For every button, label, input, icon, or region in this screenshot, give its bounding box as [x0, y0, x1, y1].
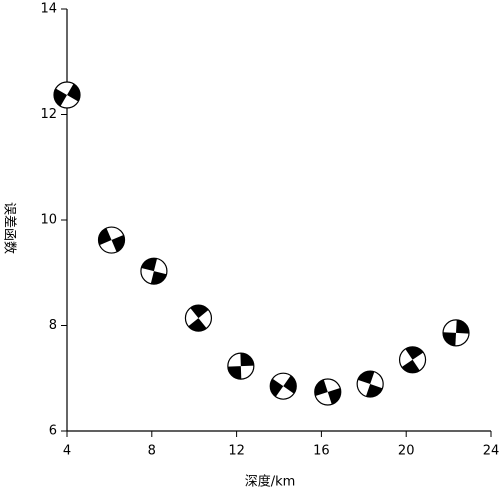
point [314, 378, 342, 406]
x-tick-label: 8 [148, 444, 156, 459]
point [53, 81, 81, 109]
marker-quadrant [357, 371, 375, 385]
y-tick-label: 10 [40, 213, 57, 228]
x-tick-label: 12 [228, 444, 245, 459]
marker-quadrant [283, 375, 297, 394]
marker-quadrant [456, 319, 470, 334]
marker-quadrant [227, 366, 242, 380]
marker-quadrant [141, 258, 158, 272]
point [398, 346, 427, 374]
marker-quadrant [405, 346, 424, 360]
point [140, 257, 168, 285]
point [97, 226, 126, 254]
marker-quadrant [54, 88, 67, 107]
marker-quadrant [240, 353, 254, 367]
y-tick-label: 8 [49, 318, 57, 333]
marker-quadrant [365, 384, 383, 398]
point [184, 304, 213, 332]
point [227, 352, 255, 380]
marker-quadrant [327, 387, 341, 405]
marker-quadrant [150, 271, 167, 285]
x-axis-title: 深度/km [245, 474, 296, 490]
y-tick-label: 6 [49, 424, 57, 439]
point [442, 319, 470, 347]
marker-quadrant [314, 379, 328, 396]
marker-quadrant [401, 359, 420, 373]
marker-quadrant [67, 83, 80, 102]
point [269, 372, 297, 400]
point [356, 370, 384, 398]
x-tick-label: 24 [483, 444, 500, 459]
x-tick-label: 4 [63, 444, 71, 459]
y-tick-label: 14 [40, 2, 57, 17]
marker-quadrant [98, 228, 112, 246]
x-tick-label: 16 [313, 444, 330, 459]
marker-quadrant [443, 332, 457, 346]
y-axis-title: 误差函数 [2, 202, 17, 254]
marker-quadrant [111, 234, 125, 253]
marker-quadrant [270, 378, 284, 397]
marker-quadrant [190, 305, 209, 319]
marker-quadrant [188, 318, 207, 332]
x-tick-label: 20 [398, 444, 415, 459]
y-tick-label: 12 [40, 107, 57, 122]
